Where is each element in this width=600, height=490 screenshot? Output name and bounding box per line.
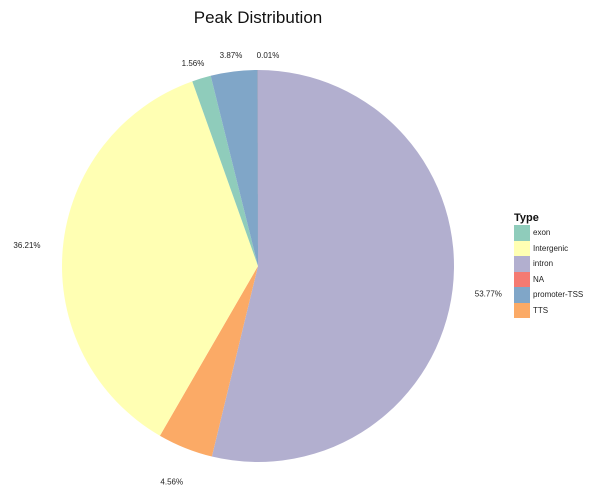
pie-slice-promoter-tss bbox=[210, 70, 258, 267]
legend-item: exon bbox=[514, 225, 583, 241]
legend-key bbox=[514, 271, 530, 287]
legend-label: intron bbox=[533, 259, 554, 269]
pie-slice-tts bbox=[159, 266, 258, 457]
legend: Type exon Intergenic intron NA promoter-TSS T… bbox=[514, 212, 583, 318]
slice-label-tts: 4.56% bbox=[160, 477, 183, 486]
legend-key bbox=[514, 240, 530, 256]
pie-slice-intron bbox=[211, 70, 454, 462]
legend-title: Type bbox=[514, 212, 539, 224]
pie-slice-intergenic bbox=[62, 81, 258, 436]
legend-item: intron bbox=[514, 256, 583, 272]
legend-label: exon bbox=[533, 228, 551, 238]
legend-key bbox=[514, 225, 530, 241]
legend-key bbox=[514, 256, 530, 272]
legend-label: NA bbox=[533, 274, 545, 284]
legend-key bbox=[514, 302, 530, 318]
legend-label: Intergenic bbox=[533, 243, 569, 253]
legend-item: promoter-TSS bbox=[514, 287, 583, 303]
slice-label-na: 0.01% bbox=[257, 51, 280, 60]
slice-label-intergenic: 36.21% bbox=[13, 241, 40, 250]
legend-label: TTS bbox=[533, 305, 549, 315]
legend-item: Intergenic bbox=[514, 240, 583, 256]
pie-slice-exon bbox=[192, 75, 258, 267]
legend-key bbox=[514, 287, 530, 303]
legend-label: promoter-TSS bbox=[533, 290, 584, 300]
slice-label-promoter-tss: 3.87% bbox=[220, 51, 243, 60]
slice-label-intron: 53.77% bbox=[475, 289, 502, 298]
slice-label-exon: 1.56% bbox=[182, 59, 205, 68]
legend-item: NA bbox=[514, 271, 583, 287]
chart-title: Peak Distribution bbox=[193, 8, 323, 27]
legend-item: TTS bbox=[514, 302, 583, 318]
